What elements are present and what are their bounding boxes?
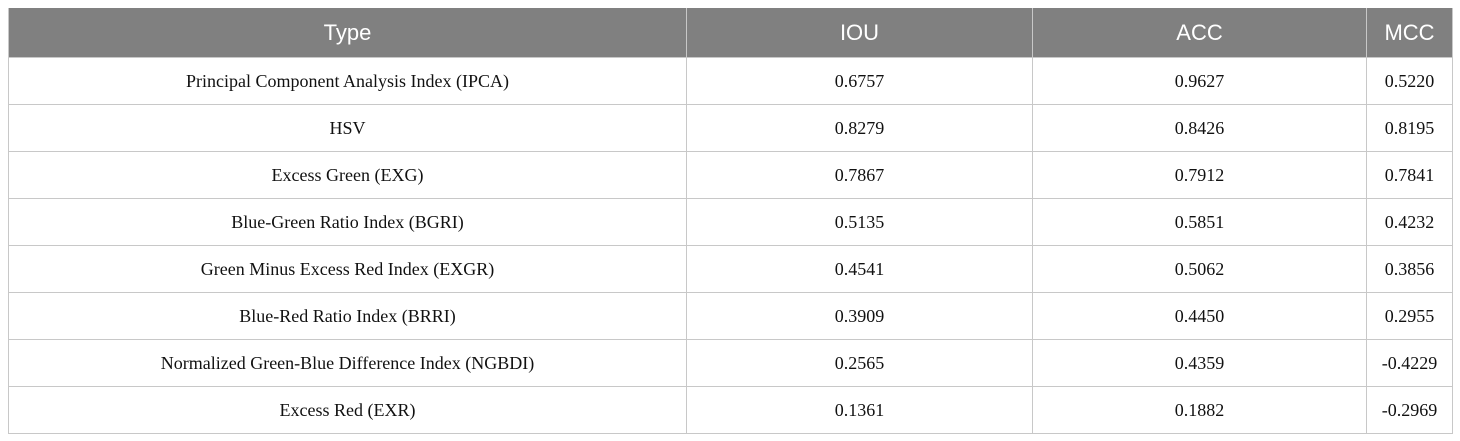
table-row: HSV 0.8279 0.8426 0.8195 xyxy=(8,104,1453,152)
type-cell: Blue-Red Ratio Index (BRRI) xyxy=(8,292,687,340)
table-row: Excess Green (EXG) 0.7867 0.7912 0.7841 xyxy=(8,151,1453,199)
header-cell: MCC xyxy=(1366,8,1453,58)
table-row: Green Minus Excess Red Index (EXGR) 0.454… xyxy=(8,245,1453,293)
type-cell: HSV xyxy=(8,104,687,152)
metric-cell: 0.3856 xyxy=(1366,245,1453,293)
metric-cell: 0.5135 xyxy=(686,198,1033,246)
results-table: Type IOU ACC MCC Principal Component Analys… xyxy=(8,8,1453,434)
metric-cell: 0.8279 xyxy=(686,104,1033,152)
header-cell: ACC xyxy=(1032,8,1367,58)
metric-cell: 0.2955 xyxy=(1366,292,1453,340)
type-cell: Blue-Green Ratio Index (BGRI) xyxy=(8,198,687,246)
metric-cell: 0.5062 xyxy=(1032,245,1367,293)
metric-cell: 0.3909 xyxy=(686,292,1033,340)
type-cell: Normalized Green-Blue Difference Index (… xyxy=(8,339,687,387)
metric-cell: 0.4359 xyxy=(1032,339,1367,387)
table-header: Type IOU ACC MCC xyxy=(8,8,1453,58)
table-row: Normalized Green-Blue Difference Index (… xyxy=(8,339,1453,387)
table-row: Principal Component Analysis Index (IPCA… xyxy=(8,57,1453,105)
metric-cell: 0.4450 xyxy=(1032,292,1367,340)
type-cell: Principal Component Analysis Index (IPCA… xyxy=(8,57,687,105)
type-cell: Excess Red (EXR) xyxy=(8,386,687,434)
metric-cell: 0.8195 xyxy=(1366,104,1453,152)
metric-cell: -0.4229 xyxy=(1366,339,1453,387)
table-row: Blue-Green Ratio Index (BGRI) 0.5135 0.585… xyxy=(8,198,1453,246)
type-cell: Green Minus Excess Red Index (EXGR) xyxy=(8,245,687,293)
metric-cell: 0.8426 xyxy=(1032,104,1367,152)
table-body: Principal Component Analysis Index (IPCA… xyxy=(8,57,1453,434)
metric-cell: 0.7867 xyxy=(686,151,1033,199)
metric-cell: 0.5220 xyxy=(1366,57,1453,105)
header-row: Type IOU ACC MCC xyxy=(8,8,1453,58)
type-cell: Excess Green (EXG) xyxy=(8,151,687,199)
header-cell: IOU xyxy=(686,8,1033,58)
header-cell: Type xyxy=(8,8,687,58)
metric-cell: 0.6757 xyxy=(686,57,1033,105)
table-row: Blue-Red Ratio Index (BRRI) 0.3909 0.4450 0… xyxy=(8,292,1453,340)
metric-cell: 0.1882 xyxy=(1032,386,1367,434)
metric-cell: 0.9627 xyxy=(1032,57,1367,105)
metric-cell: 0.1361 xyxy=(686,386,1033,434)
metric-cell: 0.4232 xyxy=(1366,198,1453,246)
table-row: Excess Red (EXR) 0.1361 0.1882 -0.2969 xyxy=(8,386,1453,434)
metric-cell: 0.7912 xyxy=(1032,151,1367,199)
metric-cell: 0.7841 xyxy=(1366,151,1453,199)
metric-cell: 0.4541 xyxy=(686,245,1033,293)
metric-cell: -0.2969 xyxy=(1366,386,1453,434)
metric-cell: 0.2565 xyxy=(686,339,1033,387)
metric-cell: 0.5851 xyxy=(1032,198,1367,246)
